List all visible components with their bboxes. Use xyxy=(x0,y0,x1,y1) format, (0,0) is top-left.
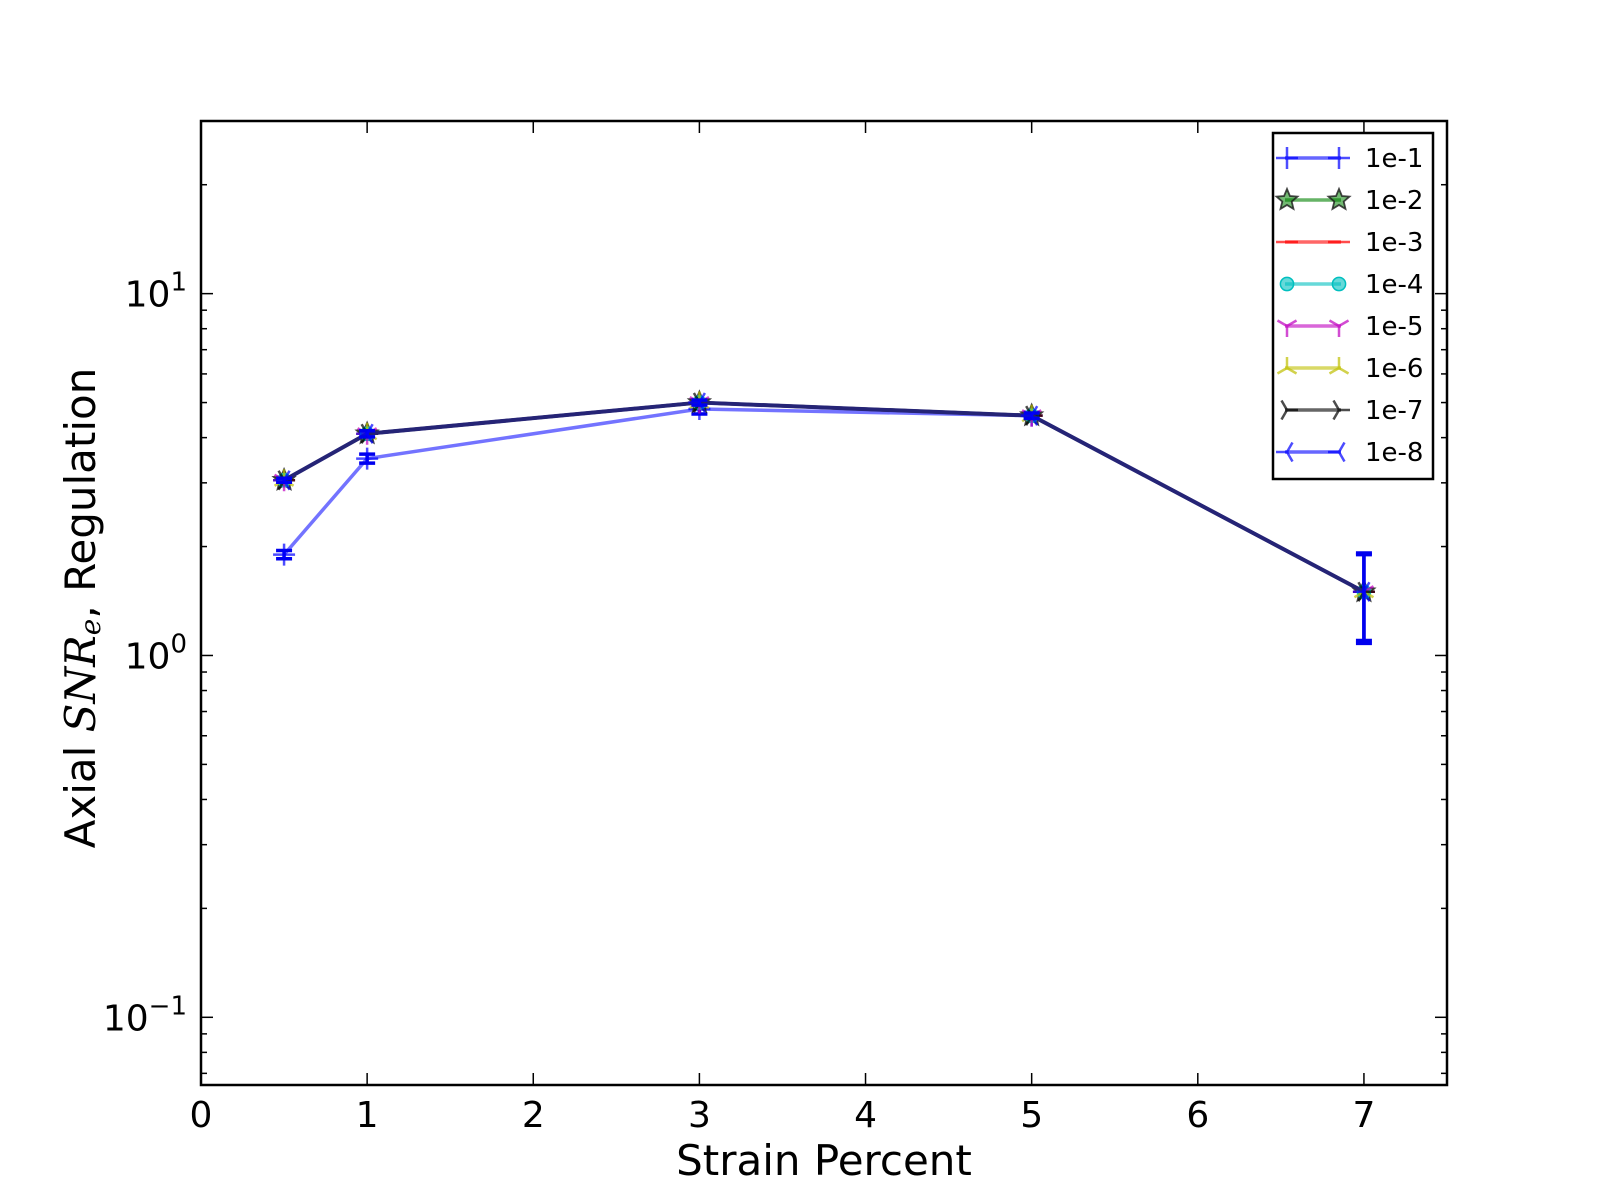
marker-plus xyxy=(1276,147,1298,169)
y-tick-base: 10 xyxy=(125,636,171,677)
legend-label: 1e-1 xyxy=(1365,144,1423,174)
marker-plus xyxy=(1328,147,1350,169)
marker-tri_left xyxy=(1352,581,1371,602)
legend-label: 1e-4 xyxy=(1365,270,1423,300)
legend-frame xyxy=(1271,131,1435,481)
y-tick-label: 10−1 xyxy=(103,991,187,1039)
marker-tri_left xyxy=(273,470,291,491)
y-tick-exponent: 0 xyxy=(170,629,187,659)
marker-tri_up xyxy=(1276,357,1298,375)
legend: 1e-1 1e-2 1e-3 1e-4 1e-5 1e-6 1e-7 1e-8 xyxy=(1271,131,1435,481)
legend-label: 1e-7 xyxy=(1365,396,1423,426)
series-1e-8 xyxy=(273,392,1372,646)
axes-frame xyxy=(199,119,1449,1087)
series-1e-2 xyxy=(271,389,1377,603)
marker-tri_right xyxy=(1280,399,1298,421)
legend-entry-1e-6: 1e-6 xyxy=(1276,354,1423,384)
series-line xyxy=(283,400,1365,594)
legend-label: 1e-3 xyxy=(1365,228,1423,258)
series-line xyxy=(283,400,1365,594)
marker-tri_up xyxy=(1328,357,1350,375)
y-tick-exponent: −1 xyxy=(149,991,187,1021)
series-line xyxy=(283,400,1365,594)
x-tick-label: 1 xyxy=(356,1095,379,1136)
series-line xyxy=(283,400,1365,594)
x-tick-label: 2 xyxy=(522,1095,545,1136)
y-axis-label: Axial SNRe, Regulation xyxy=(56,368,107,849)
x-tick-label: 4 xyxy=(854,1095,877,1136)
y-axis-label-symbol: SNR xyxy=(56,635,105,732)
marker-tri_left xyxy=(1020,405,1039,426)
legend-entry-1e-5: 1e-5 xyxy=(1276,312,1423,342)
plot-area xyxy=(271,389,1377,646)
series-1e-3 xyxy=(273,400,1375,594)
x-axis-label: Strain Percent xyxy=(676,1136,972,1185)
series-line xyxy=(283,400,1365,594)
y-tick-label: 101 xyxy=(125,268,187,316)
marker-tri_left xyxy=(688,392,706,413)
marker-star xyxy=(1274,186,1300,211)
marker-tri_down xyxy=(1328,319,1350,337)
series-1e-1 xyxy=(273,397,1375,643)
marker-plus xyxy=(356,447,379,470)
legend-label: 1e-8 xyxy=(1365,438,1423,468)
series-1e-6 xyxy=(273,391,1375,599)
marker-tri_left xyxy=(356,423,374,444)
marker-star xyxy=(1326,186,1352,211)
series-line xyxy=(283,400,1365,594)
legend-label: 1e-6 xyxy=(1365,354,1423,384)
legend-entry-1e-4: 1e-4 xyxy=(1279,270,1423,300)
legend-entry-1e-2: 1e-2 xyxy=(1274,186,1423,216)
x-tick-label: 7 xyxy=(1352,1095,1375,1136)
y-axis-label-subscript: e xyxy=(74,619,107,636)
marker-tri_left xyxy=(1328,441,1346,463)
series-line xyxy=(283,400,1365,594)
series-line xyxy=(282,407,1365,594)
legend-entry-1e-8: 1e-8 xyxy=(1276,438,1423,468)
marker-tri_right xyxy=(1332,399,1350,421)
series-1e-7 xyxy=(277,392,1375,602)
y-axis-label-prefix: Axial xyxy=(56,732,105,848)
y-tick-base: 10 xyxy=(103,998,149,1039)
x-tick-label: 5 xyxy=(1020,1095,1043,1136)
marker-tri_down xyxy=(1276,319,1298,337)
y-axis-label-suffix: , Regulation xyxy=(56,368,105,619)
error-bar xyxy=(1355,551,1372,646)
marker-tri_left xyxy=(1276,441,1294,463)
legend-entry-1e-7: 1e-7 xyxy=(1280,396,1423,426)
y-tick-base: 10 xyxy=(125,275,171,316)
legend-entry-1e-3: 1e-3 xyxy=(1276,228,1423,258)
x-tick-label: 6 xyxy=(1186,1095,1209,1136)
marker-plus xyxy=(273,543,296,566)
marker-circle xyxy=(1279,276,1295,292)
y-tick-label: 100 xyxy=(125,629,187,677)
legend-label: 1e-2 xyxy=(1365,186,1423,216)
legend-entry-1e-1: 1e-1 xyxy=(1276,144,1423,174)
x-tick-label: 0 xyxy=(190,1095,213,1136)
legend-label: 1e-5 xyxy=(1365,312,1423,342)
y-tick-exponent: 1 xyxy=(170,268,187,298)
marker-circle xyxy=(1331,276,1347,292)
x-tick-label: 3 xyxy=(688,1095,711,1136)
